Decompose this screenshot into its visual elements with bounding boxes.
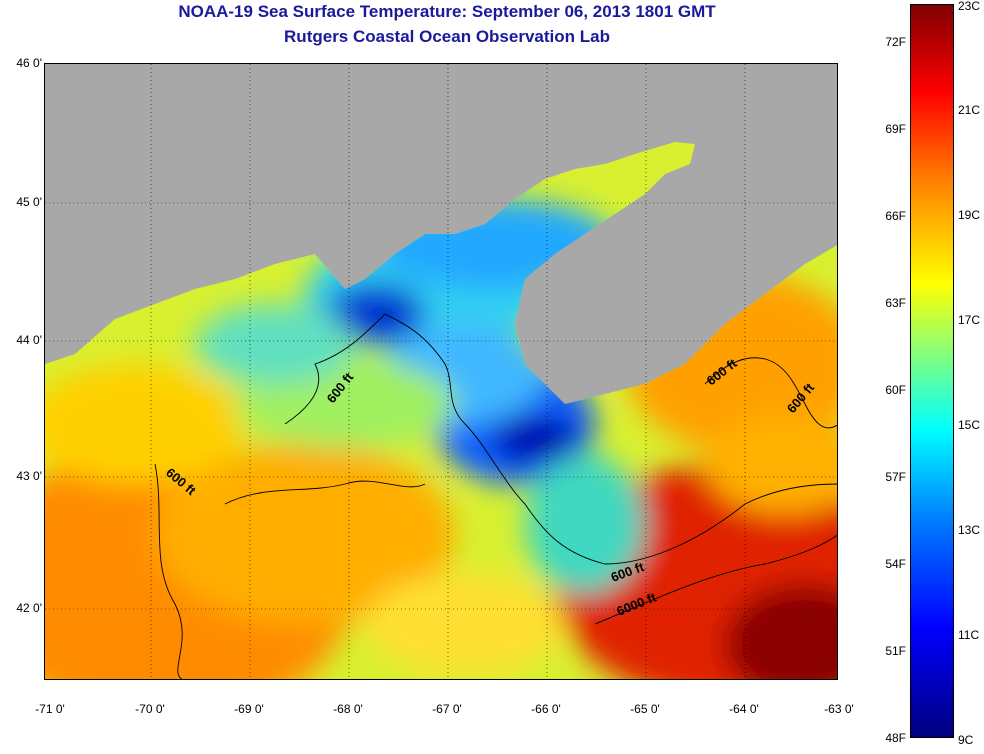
colorbar-c-label: 13C [958,523,981,537]
lon-label: -66 0' [531,702,561,716]
sst-map: 600 ft 600 ft 600 ft 600 ft 600 ft 6000 … [44,63,838,680]
lat-label: 45 0' [16,195,42,209]
lon-label: -64 0' [729,702,759,716]
lon-label: -71 0' [35,702,65,716]
colorbar-f-label: 69F [885,122,906,136]
lat-label: 44 0' [16,333,42,347]
temperature-colorbar [910,4,954,738]
map-subtitle: Rutgers Coastal Ocean Observation Lab [284,27,610,46]
lat-label: 42 0' [16,601,42,615]
colorbar-f-label: 72F [885,35,906,49]
lon-label: -69 0' [234,702,264,716]
bathymetry-contours [154,313,837,679]
colorbar-f-label: 54F [885,557,906,571]
lon-label: -67 0' [432,702,462,716]
colorbar-f-label: 57F [885,470,906,484]
colorbar-c-label: 19C [958,208,981,222]
lat-label: 43 0' [16,469,42,483]
colorbar-c-label: 9C [958,733,974,747]
lon-label: -68 0' [333,702,363,716]
colorbar-f-label: 60F [885,383,906,397]
colorbar-c-label: 15C [958,418,981,432]
colorbar-f-label: 48F [885,731,906,745]
map-title: NOAA-19 Sea Surface Temperature: Septemb… [178,2,716,21]
colorbar-c-label: 23C [958,0,981,13]
sst-map-canvas: 600 ft 600 ft 600 ft 600 ft 600 ft 6000 … [45,64,837,679]
lat-label: 46 0' [16,56,42,70]
colorbar-f-label: 63F [885,296,906,310]
colorbar-c-label: 21C [958,103,981,117]
colorbar-c-label: 17C [958,313,981,327]
lon-label: -63 0' [824,702,854,716]
colorbar-c-label: 11C [958,628,980,642]
lon-label: -65 0' [630,702,660,716]
colorbar-f-label: 51F [885,644,906,658]
lon-label: -70 0' [135,702,165,716]
colorbar-f-label: 66F [885,209,906,223]
